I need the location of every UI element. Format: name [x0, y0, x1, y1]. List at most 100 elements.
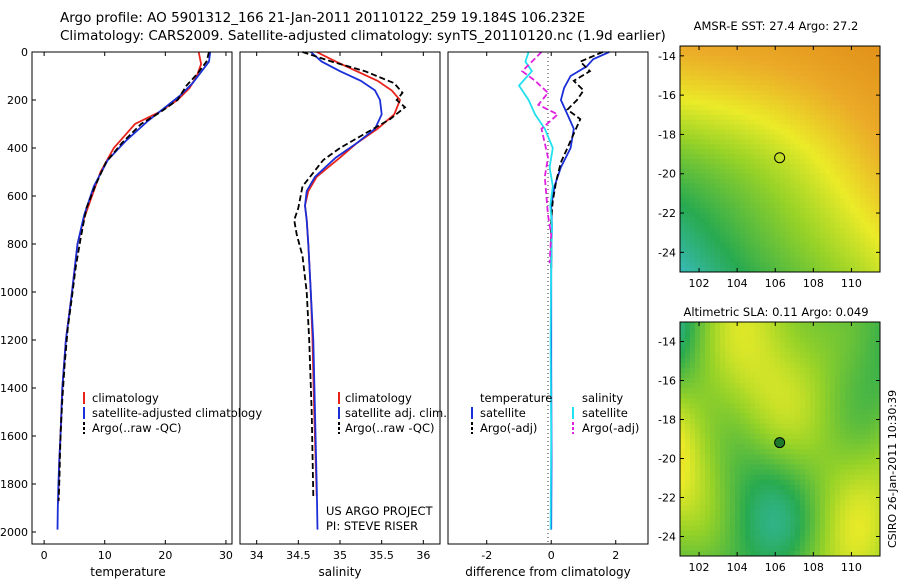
heatmap-cell — [870, 75, 876, 81]
heatmap-cell — [820, 372, 826, 379]
series-temperature-satellite — [550, 51, 610, 530]
heatmap-cell — [810, 505, 816, 511]
heatmap-cell — [785, 119, 791, 126]
heatmap-cell — [750, 109, 756, 116]
heatmap-cell — [850, 232, 856, 239]
heatmap-cell — [800, 85, 806, 91]
heatmap-cell — [770, 257, 776, 263]
heatmap-cell — [760, 377, 766, 384]
heatmap-cell — [845, 408, 851, 415]
heatmap-cell — [730, 510, 736, 516]
heatmap-cell — [835, 70, 841, 77]
heatmap-cell — [855, 377, 861, 384]
heatmap-cell — [835, 267, 841, 272]
heatmap-cell — [865, 494, 871, 501]
heatmap-cell — [720, 198, 726, 204]
heatmap-cell — [795, 129, 801, 136]
heatmap-cell — [690, 252, 696, 258]
salinity-plot-frame — [239, 51, 441, 545]
heatmap-cell — [700, 383, 706, 389]
heatmap-cell — [680, 80, 686, 86]
heatmap-cell — [715, 168, 721, 175]
heatmap-cell — [710, 134, 716, 140]
heatmap-cell — [780, 484, 786, 491]
heatmap-cell — [715, 262, 721, 268]
heatmap-cell — [770, 550, 776, 556]
heatmap-cell — [710, 494, 716, 501]
heatmap-cell — [845, 60, 851, 67]
heatmap-cell — [825, 163, 831, 170]
heatmap-cell — [755, 257, 761, 263]
heatmap-cell — [815, 347, 821, 354]
heatmap-cell — [740, 232, 746, 239]
heatmap-cell — [695, 540, 701, 547]
heatmap-cell — [785, 173, 791, 180]
heatmap-cell — [730, 464, 736, 471]
heatmap-cell — [755, 232, 761, 239]
heatmap-cell — [830, 428, 836, 435]
heatmap-cell — [825, 520, 831, 527]
heatmap-cell — [715, 208, 721, 214]
heatmap-cell — [795, 227, 801, 234]
heatmap-cell — [685, 403, 691, 410]
heatmap-cell — [775, 232, 781, 239]
heatmap-cell — [720, 252, 726, 258]
heatmap-cell — [840, 173, 846, 180]
heatmap-cell — [730, 377, 736, 384]
heatmap-cell — [715, 525, 721, 532]
heatmap-cell — [685, 352, 691, 359]
x-tick-label: 34.5 — [286, 549, 311, 562]
heatmap-cell — [745, 550, 751, 556]
heatmap-cell — [820, 247, 826, 253]
heatmap-cell — [875, 444, 880, 450]
heatmap-cell — [840, 193, 846, 199]
heatmap-cell — [825, 119, 831, 126]
heatmap-cell — [835, 50, 841, 57]
heatmap-cell — [690, 342, 696, 349]
heatmap-cell — [705, 163, 711, 170]
heatmap-cell — [750, 489, 756, 496]
heatmap-cell — [835, 383, 841, 389]
heatmap-cell — [835, 183, 841, 190]
heatmap-cell — [870, 327, 876, 333]
heatmap-cell — [705, 139, 711, 145]
heatmap-cell — [870, 505, 876, 511]
heatmap-cell — [765, 408, 771, 415]
heatmap-cell — [750, 393, 756, 399]
heatmap-cell — [750, 423, 756, 430]
heatmap-cell — [830, 104, 836, 111]
heatmap-cell — [680, 188, 686, 194]
heatmap-cell — [805, 352, 811, 359]
heatmap-cell — [795, 372, 801, 379]
heatmap-cell — [700, 322, 706, 328]
heatmap-cell — [705, 50, 711, 57]
heatmap-cell — [820, 267, 826, 272]
heatmap-cell — [680, 545, 686, 552]
heatmap-cell — [855, 163, 861, 170]
heatmap-cell — [710, 342, 716, 349]
heatmap-cell — [750, 247, 756, 253]
heatmap-cell — [790, 398, 796, 404]
heatmap-cell — [840, 262, 846, 268]
heatmap-cell — [870, 413, 876, 420]
heatmap-cell — [705, 352, 711, 359]
heatmap-cell — [730, 173, 736, 180]
heatmap-cell — [845, 393, 851, 399]
heatmap-cell — [700, 388, 706, 394]
heatmap-cell — [810, 398, 816, 404]
heatmap-cell — [685, 520, 691, 527]
heatmap-cell — [845, 252, 851, 258]
heatmap-cell — [805, 500, 811, 506]
heatmap-cell — [685, 109, 691, 116]
heatmap-cell — [795, 163, 801, 170]
heatmap-cell — [860, 95, 866, 101]
heatmap-cell — [725, 383, 731, 389]
heatmap-cell — [705, 70, 711, 77]
heatmap-cell — [805, 459, 811, 466]
heatmap-cell — [830, 154, 836, 160]
heatmap-cell — [780, 464, 786, 471]
heatmap-cell — [740, 144, 746, 150]
heatmap-cell — [745, 342, 751, 349]
heatmap-cell — [750, 337, 756, 343]
heatmap-cell — [775, 479, 781, 486]
